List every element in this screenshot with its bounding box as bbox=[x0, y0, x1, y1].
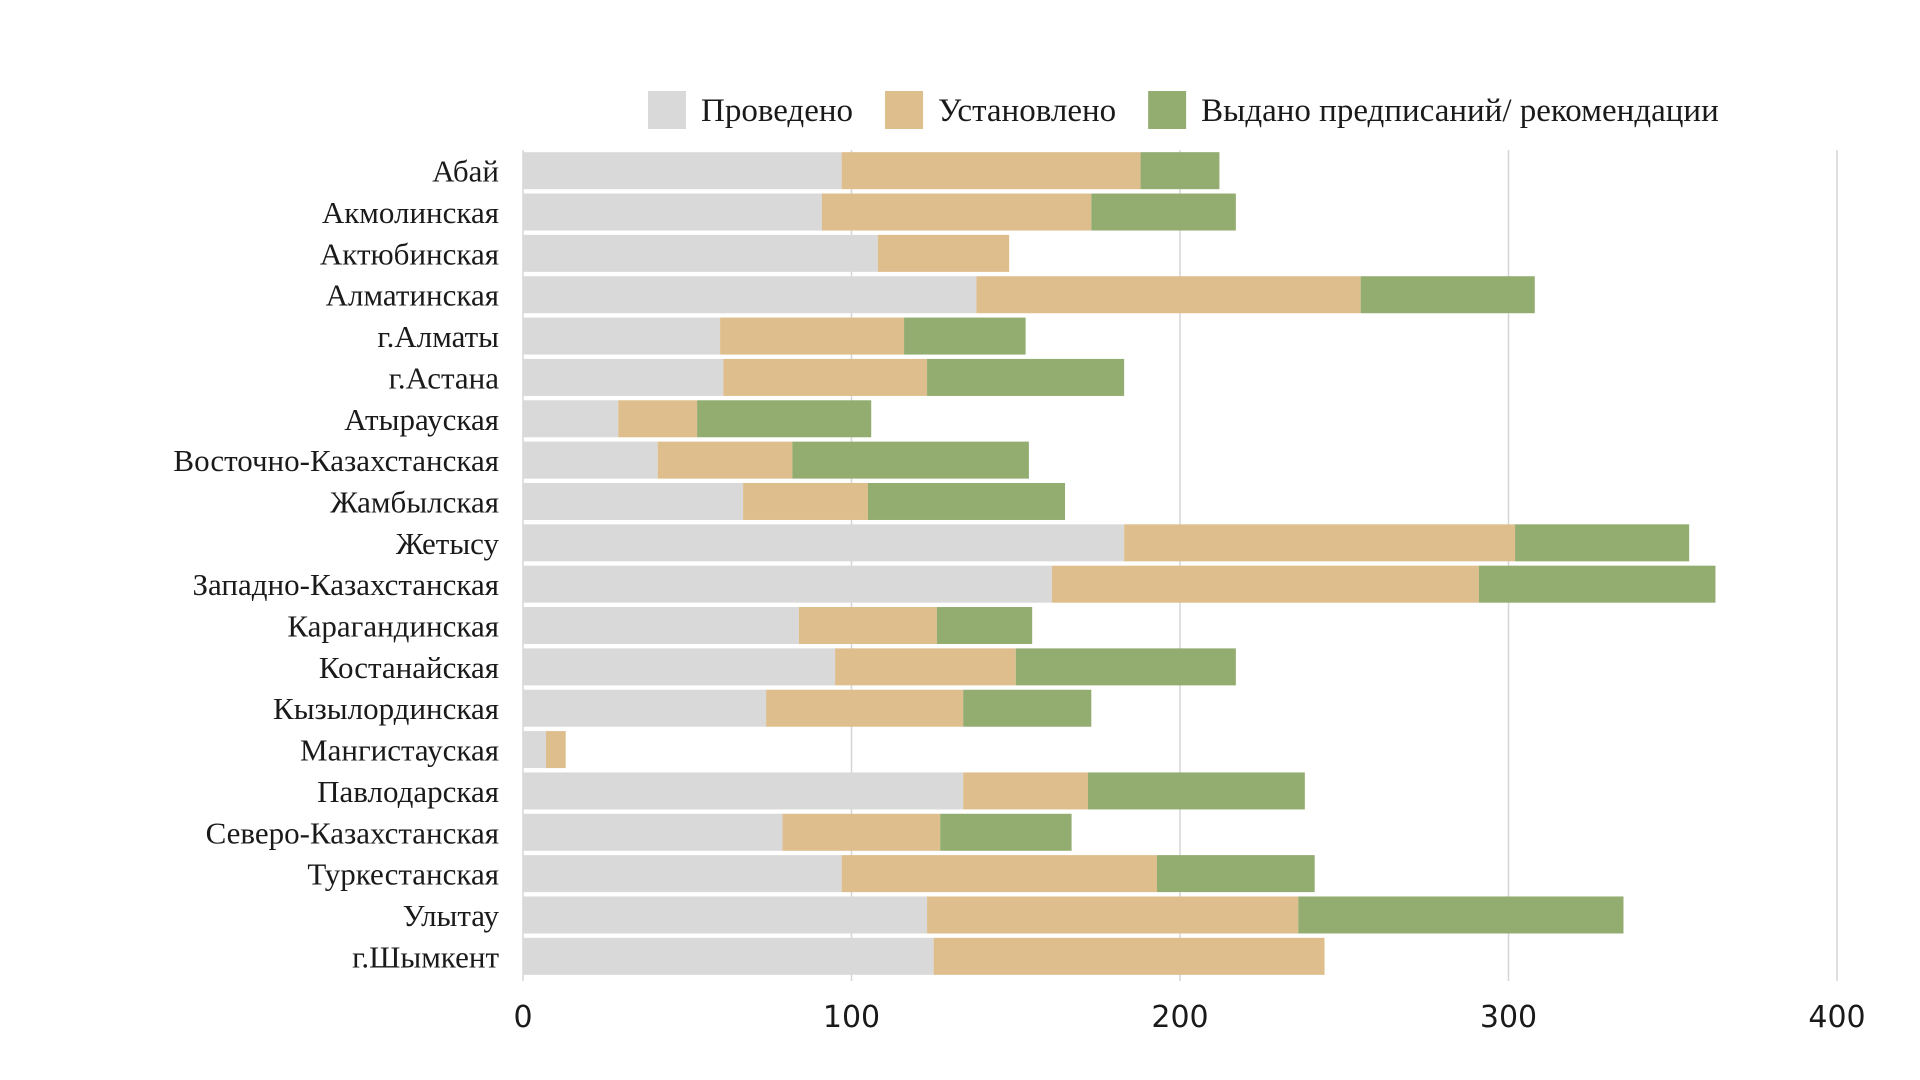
bar-2-2 bbox=[821, 193, 1092, 231]
bar-3-4 bbox=[1360, 276, 1535, 314]
category-label: Алматинская bbox=[326, 278, 499, 313]
category-label: Улытау bbox=[403, 898, 500, 933]
category-label: Северо-Казахстанская bbox=[206, 815, 499, 850]
bar-1-13 bbox=[523, 648, 836, 686]
bar-1-9 bbox=[523, 482, 744, 520]
legend-swatch-1 bbox=[648, 91, 686, 129]
category-label: Жамбылская bbox=[330, 484, 499, 519]
bar-2-6 bbox=[723, 358, 928, 396]
bar-3-14 bbox=[963, 689, 1092, 727]
category-label: Акмолинская bbox=[322, 195, 499, 230]
bar-2-10 bbox=[1124, 524, 1516, 562]
bar-2-18 bbox=[841, 855, 1158, 893]
bar-3-19 bbox=[1298, 896, 1624, 934]
bar-3-10 bbox=[1515, 524, 1690, 562]
legend-label-2: Установлено bbox=[938, 93, 1116, 129]
x-axis-ticks: 0 100 200 300 400 bbox=[513, 1000, 1865, 1035]
bar-1-17 bbox=[523, 813, 783, 851]
bar-3-17 bbox=[940, 813, 1072, 851]
legend-swatch-3 bbox=[1148, 91, 1187, 129]
legend-label-3: Выдано предписаний/ рекомендации bbox=[1201, 93, 1719, 129]
bar-3-13 bbox=[1015, 648, 1236, 686]
bars bbox=[523, 152, 1716, 975]
x-tick-label: 400 bbox=[1808, 1000, 1865, 1035]
category-label: Мангистауская bbox=[300, 733, 499, 768]
legend-swatch-2 bbox=[885, 91, 924, 129]
bar-3-18 bbox=[1157, 855, 1315, 893]
bar-2-11 bbox=[1051, 565, 1479, 603]
bar-1-7 bbox=[523, 400, 619, 438]
bar-1-10 bbox=[523, 524, 1125, 562]
bar-2-9 bbox=[743, 482, 868, 520]
category-label: Жетысу bbox=[396, 526, 500, 561]
category-label: Павлодарская bbox=[317, 774, 499, 809]
bar-3-12 bbox=[936, 607, 1033, 645]
bar-3-8 bbox=[792, 441, 1029, 479]
bar-3-16 bbox=[1088, 772, 1305, 810]
category-label: Западно-Казахстанская bbox=[193, 567, 499, 602]
bar-1-14 bbox=[523, 689, 767, 727]
x-tick-label: 200 bbox=[1151, 1000, 1208, 1035]
category-label: Туркестанская bbox=[307, 857, 499, 892]
bar-1-1 bbox=[523, 152, 842, 190]
category-labels: Абай Акмолинская Актюбинская Алматинская г.А… bbox=[173, 154, 499, 975]
bar-1-3 bbox=[523, 234, 878, 272]
bar-2-15 bbox=[545, 731, 566, 769]
bar-2-3 bbox=[877, 234, 1010, 272]
bar-1-16 bbox=[523, 772, 964, 810]
bar-1-18 bbox=[523, 855, 842, 893]
bar-2-1 bbox=[841, 152, 1141, 190]
legend: Проведено Установлено Выдано предписаний/ … bbox=[648, 91, 1719, 129]
bar-2-14 bbox=[766, 689, 964, 727]
bar-2-5 bbox=[720, 317, 905, 355]
bar-1-2 bbox=[523, 193, 822, 231]
bar-3-11 bbox=[1478, 565, 1716, 603]
category-label: Актюбинская bbox=[320, 236, 499, 271]
category-label: г.Алматы bbox=[377, 319, 499, 354]
bar-3-5 bbox=[904, 317, 1026, 355]
x-tick-label: 0 bbox=[513, 1000, 532, 1035]
bar-1-11 bbox=[523, 565, 1052, 603]
bar-2-8 bbox=[657, 441, 793, 479]
x-tick-label: 100 bbox=[823, 1000, 880, 1035]
legend-label-1: Проведено bbox=[701, 93, 853, 129]
bar-3-6 bbox=[927, 358, 1125, 396]
bar-3-9 bbox=[867, 482, 1066, 520]
category-label: г.Шымкент bbox=[352, 939, 499, 974]
bar-1-20 bbox=[523, 937, 934, 975]
category-label: Костанайская bbox=[319, 650, 499, 685]
bar-1-12 bbox=[523, 607, 799, 645]
category-label: Абай bbox=[432, 154, 499, 189]
bar-2-17 bbox=[782, 813, 941, 851]
bar-1-15 bbox=[523, 731, 546, 769]
category-label: Карагандинская bbox=[287, 609, 499, 644]
bar-2-13 bbox=[835, 648, 1016, 686]
category-label: Кызылординская bbox=[273, 691, 499, 726]
bar-2-12 bbox=[798, 607, 937, 645]
bar-1-6 bbox=[523, 358, 724, 396]
category-label: г.Астана bbox=[389, 360, 500, 395]
bar-2-4 bbox=[976, 276, 1361, 314]
bar-3-7 bbox=[697, 400, 872, 438]
bar-1-19 bbox=[523, 896, 928, 934]
category-label: Атырауская bbox=[344, 402, 499, 437]
category-label: Восточно-Казахстанская bbox=[173, 443, 499, 478]
bar-3-1 bbox=[1140, 152, 1220, 190]
bar-2-16 bbox=[963, 772, 1089, 810]
bar-1-8 bbox=[523, 441, 658, 479]
bar-1-4 bbox=[523, 276, 977, 314]
bar-2-7 bbox=[618, 400, 698, 438]
bar-1-5 bbox=[523, 317, 721, 355]
bar-3-2 bbox=[1091, 193, 1236, 231]
bar-2-20 bbox=[933, 937, 1325, 975]
x-tick-label: 300 bbox=[1480, 1000, 1537, 1035]
bar-2-19 bbox=[927, 896, 1299, 934]
